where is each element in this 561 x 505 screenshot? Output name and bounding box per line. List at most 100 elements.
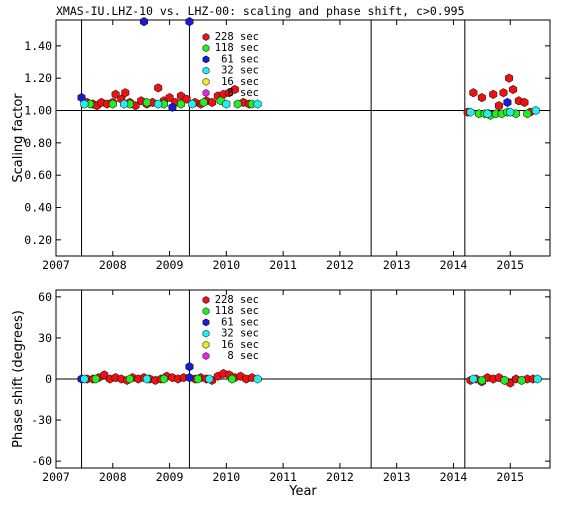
x-tick-label: 2010	[212, 258, 240, 272]
data-point	[253, 99, 262, 109]
data-point	[125, 374, 134, 384]
y-axis-title: Phase shift (degrees)	[11, 310, 26, 448]
data-point	[154, 99, 163, 109]
phase-shift-panel: -60 -30 0 30 60 2007 2008 2009 2010 2011 2012 2013 2…	[11, 289, 551, 484]
legend-marker	[202, 318, 210, 327]
data-point	[500, 375, 509, 385]
data-point	[222, 99, 231, 109]
y-tick-label: -60	[31, 454, 52, 468]
data-point	[80, 99, 89, 109]
x-tick-label: 2011	[269, 258, 297, 272]
data-point	[208, 97, 217, 108]
data-point	[182, 94, 191, 104]
x-tick-label: 2011	[269, 470, 297, 484]
y-tick-label: -30	[31, 413, 52, 427]
data-point	[233, 99, 242, 109]
x-tick-label: 2015	[496, 470, 524, 484]
y-tick-label: 0.80	[24, 136, 52, 150]
data-point	[159, 374, 168, 384]
data-point	[503, 97, 512, 108]
data-point	[469, 374, 478, 384]
x-tick-label: 2015	[496, 258, 524, 272]
x-tick-label: 2007	[42, 258, 70, 272]
data-point	[140, 17, 148, 27]
x-tick-label: 2012	[326, 258, 354, 272]
data-point	[506, 107, 515, 117]
x-tick-label: 2013	[383, 258, 411, 272]
x-tick-label: 2007	[42, 470, 70, 484]
data-point	[469, 88, 478, 98]
y-tick-label: 0.60	[24, 168, 52, 182]
data-point	[185, 373, 194, 383]
legend-label: 118 sec	[215, 42, 259, 54]
data-point	[499, 88, 508, 98]
legend-label: 16 sec	[221, 76, 259, 88]
plot-frame	[55, 19, 551, 257]
legend-label: 228 sec	[215, 294, 259, 306]
legend-marker	[202, 33, 210, 41]
y-tick-label: 1.20	[24, 71, 52, 85]
legend-label: 118 sec	[215, 305, 259, 317]
data-point	[154, 83, 163, 93]
chart-title: XMAS-IU.LHZ-10 vs. LHZ-00: scaling and p…	[56, 4, 465, 18]
data-point	[466, 107, 475, 117]
legend-label: 8 sec	[227, 350, 259, 362]
y-tick-label: 1.00	[24, 104, 52, 118]
data-point	[111, 89, 120, 99]
y-tick-label: 60	[38, 290, 52, 304]
data-point	[509, 84, 518, 95]
x-tick-label: 2014	[440, 258, 468, 272]
legend-marker	[202, 77, 210, 86]
x-tick-label: 2013	[383, 470, 411, 484]
data-point	[489, 89, 498, 99]
data-point	[142, 374, 151, 384]
data-point	[230, 84, 239, 95]
data-point	[228, 374, 236, 384]
legend-marker	[202, 89, 210, 97]
legend-label: 228 sec	[215, 31, 259, 43]
y-tick-label: 0.20	[24, 233, 52, 247]
y-tick-label: 30	[38, 331, 52, 345]
x-tick-label: 2012	[326, 470, 354, 484]
data-point	[185, 17, 194, 27]
data-point	[108, 99, 117, 109]
legend-marker	[202, 352, 210, 360]
data-point	[168, 102, 177, 112]
data-point	[477, 93, 486, 103]
data-point	[531, 105, 540, 116]
data-point	[520, 97, 529, 108]
data-point	[188, 99, 197, 109]
legend-label: 16 sec	[221, 339, 259, 351]
x-tick-label: 2009	[156, 258, 184, 272]
data-point	[193, 374, 202, 384]
legend-label: 32 sec	[221, 328, 259, 340]
legend-marker	[202, 307, 210, 316]
data-point	[121, 88, 130, 98]
data-point	[142, 97, 151, 108]
data-point	[185, 362, 194, 372]
y-tick-label: 1.40	[24, 39, 52, 53]
legend-marker	[202, 340, 210, 349]
data-point	[80, 374, 89, 384]
data-point	[91, 374, 100, 384]
x-tick-label: 2010	[212, 470, 240, 484]
legend-marker	[202, 55, 210, 64]
scaling-factor-panel: 0.20 0.40 0.60 0.80 1.00 1.20 1.40 2007 2008 2009…	[11, 17, 551, 272]
legend-label: 32 sec	[221, 65, 259, 77]
y-axis-title: Scaling factor	[11, 93, 26, 183]
data-point	[483, 109, 492, 119]
legend-label: 8 sec	[227, 87, 259, 99]
x-axis-title: Year	[288, 484, 317, 499]
x-tick-label: 2008	[99, 470, 127, 484]
data-point	[523, 109, 532, 119]
data-point	[253, 374, 262, 384]
data-point	[494, 101, 503, 111]
legend-marker	[202, 329, 210, 338]
legend-marker	[202, 66, 210, 75]
data-point	[205, 374, 214, 384]
y-tick-label: 0	[45, 372, 52, 386]
x-tick-label: 2014	[440, 470, 468, 484]
data-point	[477, 375, 486, 385]
data-point	[120, 99, 129, 109]
